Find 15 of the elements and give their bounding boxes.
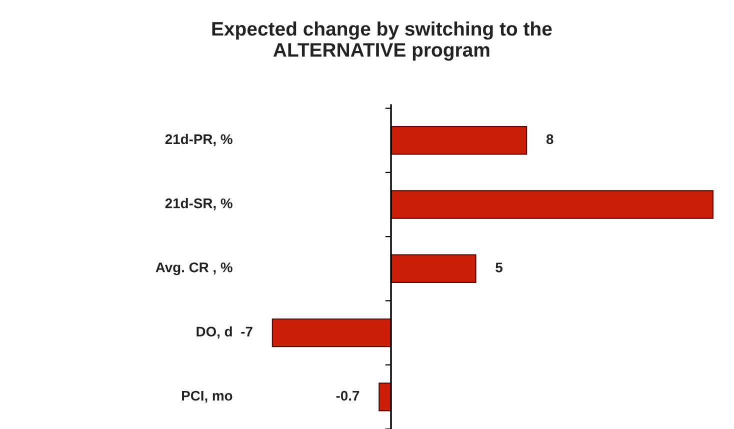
data-label: 8 [546, 134, 554, 144]
bar [390, 254, 476, 283]
data-label: -7 [241, 326, 252, 336]
data-label: 5 [496, 262, 502, 272]
bar [272, 318, 392, 348]
data-label: -0.7 [336, 390, 360, 401]
y-tick-label: Avg. CR , % [156, 262, 232, 276]
y-tick-label: 21d-SR, % [165, 198, 232, 210]
bar [390, 126, 528, 155]
bar [390, 190, 714, 219]
y-tick-label: 21d-PR, % [165, 134, 232, 146]
y-tick-label: PCI, mo [182, 390, 232, 403]
bar [378, 382, 392, 412]
y-tick-label: DO, d [196, 326, 232, 339]
chart-title: Expected change by switching to the ALTERNATIVE program [212, 21, 552, 61]
